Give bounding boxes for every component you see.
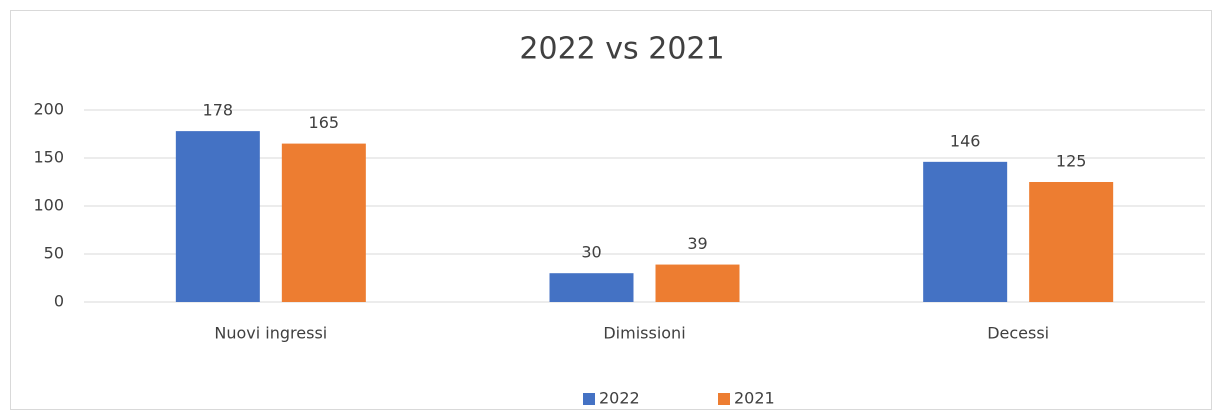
data-label: 178 — [203, 101, 234, 120]
y-tick-label: 200 — [33, 100, 64, 119]
legend-label: 2021 — [734, 389, 775, 408]
bar — [281, 143, 366, 302]
data-label: 165 — [309, 113, 340, 132]
y-tick-label: 150 — [33, 148, 64, 167]
legend-swatch — [583, 393, 595, 405]
data-label: 39 — [687, 234, 707, 253]
y-tick-label: 0 — [54, 292, 64, 311]
data-label: 125 — [1056, 152, 1087, 171]
bar — [549, 273, 634, 302]
y-tick-label: 50 — [44, 244, 64, 263]
legend-label: 2022 — [599, 389, 640, 408]
bar — [175, 131, 260, 302]
legend-swatch — [718, 393, 730, 405]
data-label: 30 — [581, 243, 601, 262]
bar — [1029, 182, 1114, 302]
bar — [655, 264, 740, 302]
data-label: 146 — [950, 131, 981, 150]
x-tick-label: Nuovi ingressi — [214, 324, 327, 343]
bar — [923, 161, 1008, 302]
x-tick-label: Dimissioni — [603, 324, 685, 343]
y-tick-label: 100 — [33, 196, 64, 215]
chart-title: 2022 vs 2021 — [519, 32, 724, 67]
x-tick-label: Decessi — [987, 324, 1049, 343]
